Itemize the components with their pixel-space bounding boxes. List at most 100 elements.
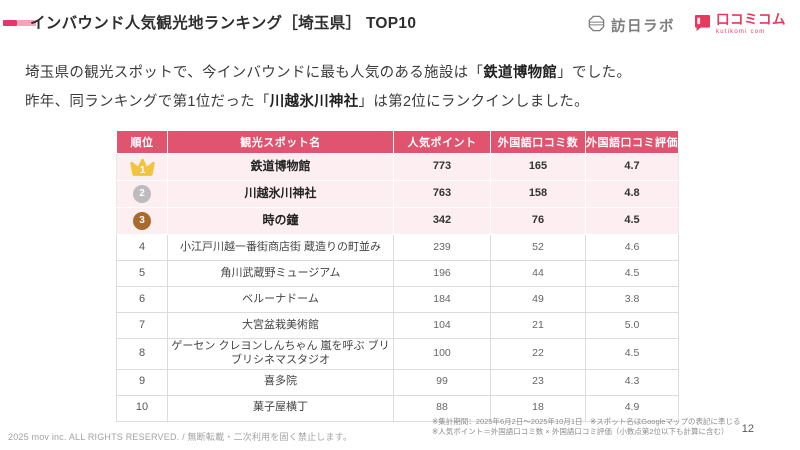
title-accent-bar [3, 20, 36, 26]
kutikomi-logo: 口コミコム kutikomi com [693, 13, 786, 37]
review-count-cell: 49 [490, 286, 586, 313]
footnotes: ※集計期間：2025年6月2日～2025年10月1日 ※スポット名はGoogle… [432, 417, 740, 437]
table-row: 4 小江戸川越一番街商店街 蔵造りの町並み 239 52 4.6 [116, 234, 679, 261]
spot-name-cell: 大宮盆栽美術館 [167, 312, 394, 339]
rank-cell: 2 [116, 180, 168, 208]
points-cell: 239 [393, 234, 491, 261]
spot-name: 小江戸川越一番街商店街 蔵造りの町並み [179, 240, 382, 253]
spot-name-cell: ベルーナドーム [167, 286, 394, 313]
rating-cell: 4.6 [585, 234, 679, 261]
kutikomi-logo-text: 口コミコム kutikomi com [716, 12, 786, 35]
rank-cell: 7 [116, 312, 168, 339]
spot-name: 鉄道博物館 [250, 159, 311, 174]
intro-highlight-2: 川越氷川神社 [269, 94, 359, 110]
spot-name: 喜多院 [264, 375, 297, 388]
rating-cell: 4.9 [585, 394, 679, 422]
spot-name: 菓子屋横丁 [253, 401, 308, 414]
review-count-cell: 76 [490, 207, 586, 235]
ranking-table: 順位 観光スポット名 人気ポイント 外国語口コミ数 外国語口コミ評価 1 鉄道博物… [116, 130, 679, 422]
points-cell: 773 [393, 153, 491, 181]
rank-cell: 4 [116, 234, 168, 261]
spot-name-cell: 喜多院 [167, 368, 394, 396]
rank-badge-silver: 2 [133, 185, 151, 203]
points-cell: 99 [393, 368, 491, 396]
rating-cell: 4.3 [585, 368, 679, 396]
points-cell: 88 [393, 394, 491, 422]
kutikomi-logo-subtext: kutikomi com [716, 28, 766, 35]
spot-name: ベルーナドーム [242, 292, 319, 305]
rating-cell: 5.0 [585, 312, 679, 339]
rating-cell: 4.5 [585, 207, 679, 235]
table-row: 1 鉄道博物館 773 165 4.7 [116, 153, 679, 181]
spot-name-cell: 角川武蔵野ミュージアム [167, 260, 394, 287]
header-review-rating: 外国語口コミ評価 [585, 130, 679, 154]
points-cell: 196 [393, 260, 491, 287]
rating-cell: 4.5 [585, 260, 679, 287]
page-number: 12 [741, 423, 754, 435]
review-count-cell: 165 [490, 153, 586, 181]
review-count-cell: 44 [490, 260, 586, 287]
page-title: インバウンド人気観光地ランキング［埼玉県］ TOP10 [30, 15, 417, 32]
honichi-lab-logo-text: 訪日ラボ [611, 18, 675, 35]
rating-cell: 4.8 [585, 180, 679, 208]
points-cell: 184 [393, 286, 491, 313]
spot-name: 時の鐘 [262, 213, 299, 228]
crown-icon: 1 [129, 158, 155, 176]
points-cell: 763 [393, 180, 491, 208]
header-points: 人気ポイント [393, 130, 491, 154]
header-rank: 順位 [116, 130, 168, 154]
accent-dash-light [17, 20, 36, 26]
rating-cell: 4.5 [585, 338, 679, 370]
rank-number: 6 [138, 292, 146, 305]
rating-cell: 3.8 [585, 286, 679, 313]
rank-cell: 5 [116, 260, 168, 287]
review-count-cell: 158 [490, 180, 586, 208]
spot-name: 大宮盆栽美術館 [242, 318, 319, 331]
table-row: 6 ベルーナドーム 184 49 3.8 [116, 286, 679, 313]
table-row: 10 菓子屋横丁 88 18 4.9 [116, 394, 679, 422]
spot-name: ゲーセン クレヨンしんちゃん 嵐を呼ぶ ブリブリシネマスタジオ [171, 340, 390, 366]
rank-number: 8 [138, 346, 146, 359]
rating-cell: 4.7 [585, 153, 679, 181]
points-cell: 342 [393, 207, 491, 235]
rank-cell: 3 [116, 207, 168, 235]
lantern-icon [587, 14, 606, 37]
spot-name-cell: ゲーセン クレヨンしんちゃん 嵐を呼ぶ ブリブリシネマスタジオ [167, 338, 394, 370]
table-row: 9 喜多院 99 23 4.3 [116, 368, 679, 396]
footnote-line-1: ※集計期間：2025年6月2日～2025年10月1日 ※スポット名はGoogle… [432, 417, 741, 426]
spot-name: 川越氷川神社 [244, 186, 317, 201]
svg-text:1: 1 [139, 165, 145, 176]
spot-name-cell: 小江戸川越一番街商店街 蔵造りの町並み [167, 234, 394, 261]
footnote-line-2: ※人気ポイント＝外国語口コミ数 × 外国語口コミ評価（小数点第2位以下も計算に含… [432, 427, 729, 436]
table-row: 8 ゲーセン クレヨンしんちゃん 嵐を呼ぶ ブリブリシネマスタジオ 100 22 4.5 [116, 338, 679, 370]
intro-line-2: 昨年、同ランキングで第1位だった「川越氷川神社」は第2位にランクインしました。 [25, 94, 589, 110]
table-row: 2 川越氷川神社 763 158 4.8 [116, 180, 679, 208]
spot-name-cell: 川越氷川神社 [167, 180, 394, 208]
copyright-text: 2025 mov inc. ALL RIGHTS RESERVED. / 無断転… [8, 432, 353, 442]
rank-number: 5 [138, 266, 146, 279]
rank-number: 7 [138, 318, 146, 331]
spot-name-cell: 鉄道博物館 [167, 153, 394, 181]
rank-cell: 8 [116, 338, 168, 370]
review-count-cell: 23 [490, 368, 586, 396]
points-cell: 100 [393, 338, 491, 370]
spot-name-cell: 菓子屋横丁 [167, 394, 394, 422]
header-spot-name: 観光スポット名 [167, 130, 394, 154]
spot-name-cell: 時の鐘 [167, 207, 394, 235]
points-cell: 104 [393, 312, 491, 339]
rank-badge-bronze: 3 [133, 212, 151, 230]
header-logos: 訪日ラボ 口コミコム kutikomi com [587, 13, 786, 37]
table-row: 3 時の鐘 342 76 4.5 [116, 207, 679, 235]
rank-cell: 6 [116, 286, 168, 313]
speech-bubble-icon [693, 13, 712, 37]
intro-line-1: 埼玉県の観光スポットで、今インバウンドに最も人気のある施設は「鉄道博物館」でした… [25, 65, 632, 81]
rank-cell: 10 [116, 394, 168, 422]
rank-cell: 1 [116, 153, 168, 181]
honichi-lab-logo: 訪日ラボ [587, 14, 675, 37]
review-count-cell: 22 [490, 338, 586, 370]
header-review-count: 外国語口コミ数 [490, 130, 586, 154]
rank-number: 9 [138, 375, 146, 388]
spot-name: 角川武蔵野ミュージアム [220, 266, 341, 279]
ranking-rows: 1 鉄道博物館 773 165 4.7 2 川越氷川神社 763 158 4.8 3 時の鐘 342 76… [116, 153, 679, 422]
